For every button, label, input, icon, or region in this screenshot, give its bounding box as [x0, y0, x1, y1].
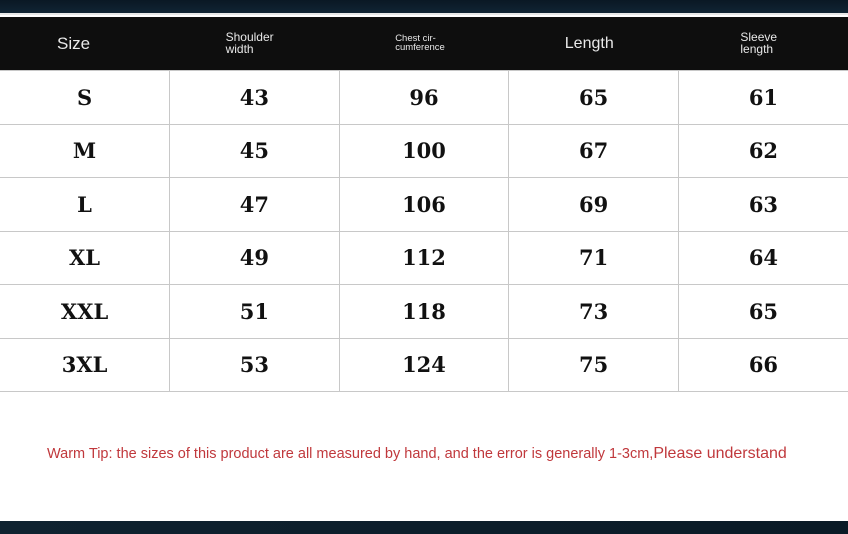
header-length-label: Length: [564, 34, 614, 52]
cell-length: 71: [508, 230, 679, 285]
cell-chest: 118: [338, 284, 510, 339]
header-size-label: Size: [57, 33, 91, 53]
cell-shoulder-width: 43: [169, 70, 340, 125]
size-chart: Size Shoulder width Chest cir-cumference …: [0, 13, 848, 522]
cell-size: M: [0, 123, 171, 178]
table-row: L 47 106 69 63: [0, 177, 848, 232]
table-row: XL 49 112 71 64: [0, 230, 848, 285]
cell-length: 67: [508, 123, 679, 178]
warm-tip-tail: Please understand: [653, 445, 787, 462]
cell-chest: 96: [338, 70, 510, 125]
cell-length: 69: [508, 177, 679, 232]
header-size: Size: [0, 17, 170, 71]
cell-sleeve-length: 61: [677, 70, 848, 125]
warm-tip-text: Warm Tip: the sizes of this product are …: [47, 446, 654, 462]
cell-shoulder-width: 51: [169, 284, 340, 339]
header-chest-label: Chest cir-cumference: [395, 32, 445, 54]
table-row: XXL 51 118 73 65: [0, 284, 848, 339]
cell-sleeve-length: 62: [677, 123, 848, 178]
table-row: 3XL 53 124 75 66: [0, 337, 848, 392]
cell-sleeve-length: 64: [677, 230, 848, 285]
top-background-strip: [0, 0, 848, 13]
header-length: Length: [508, 17, 679, 71]
size-table: Size Shoulder width Chest cir-cumference …: [0, 17, 848, 392]
cell-chest: 100: [338, 123, 510, 178]
table-row: M 45 100 67 62: [0, 123, 848, 178]
warm-tip-note: Warm Tip: the sizes of this product are …: [47, 445, 787, 463]
cell-chest: 112: [338, 230, 510, 285]
cell-chest: 106: [338, 177, 510, 232]
cell-sleeve-length: 63: [677, 177, 848, 232]
table-row: S 43 96 65 61: [0, 70, 848, 125]
cell-chest: 124: [338, 337, 510, 392]
cell-shoulder-width: 49: [169, 230, 340, 285]
cell-length: 65: [508, 70, 679, 125]
cell-sleeve-length: 65: [677, 284, 848, 339]
bottom-background-strip: [0, 521, 848, 534]
cell-shoulder-width: 47: [169, 177, 340, 232]
cell-shoulder-width: 45: [169, 123, 340, 178]
header-sleeve-length: Sleeve length: [678, 17, 848, 71]
header-shoulder-width: Shoulder width: [169, 17, 340, 71]
cell-size: S: [0, 70, 171, 125]
header-chest: Chest cir-cumference: [339, 17, 509, 71]
header-row: Size Shoulder width Chest cir-cumference …: [0, 17, 848, 71]
cell-size: XL: [0, 230, 171, 285]
header-sleeve-label: Sleeve length: [740, 30, 778, 56]
cell-shoulder-width: 53: [169, 337, 340, 392]
cell-size: XXL: [0, 284, 171, 339]
cell-sleeve-length: 66: [677, 337, 848, 392]
header-shoulder-label: Shoulder width: [225, 30, 274, 56]
cell-size: 3XL: [0, 337, 171, 392]
cell-length: 73: [508, 284, 679, 339]
cell-size: L: [0, 177, 171, 232]
cell-length: 75: [508, 337, 679, 392]
